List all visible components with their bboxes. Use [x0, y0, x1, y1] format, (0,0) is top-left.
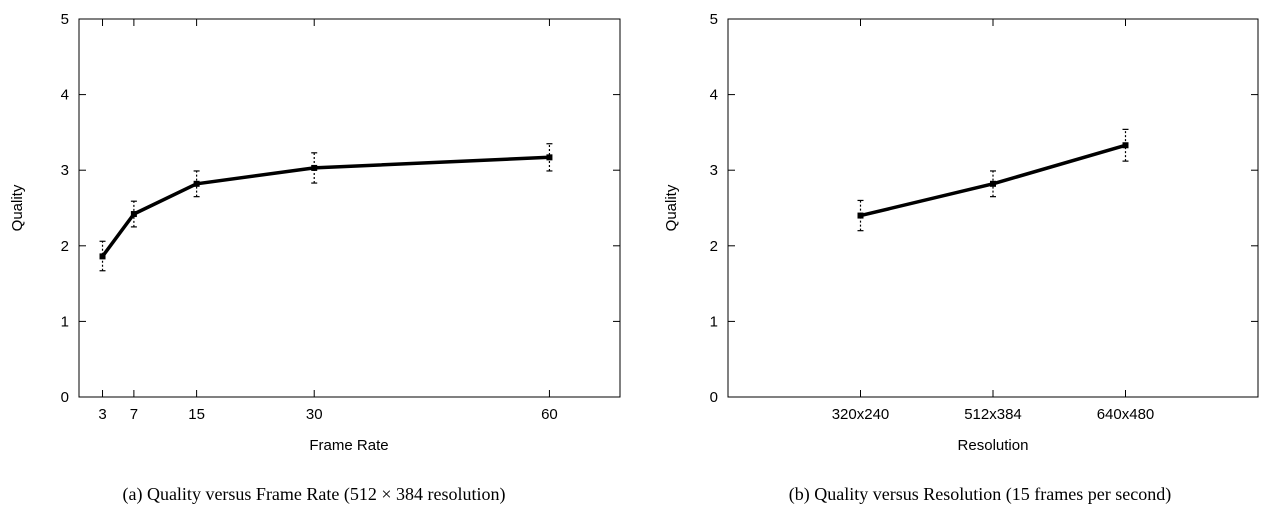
a-data-point	[546, 154, 553, 161]
panel-b-x-axis-label: Resolution	[958, 437, 1029, 454]
panel-a-caption: (a) Quality versus Frame Rate (512 × 384…	[122, 484, 505, 505]
b-y-tick-label: 3	[710, 162, 718, 179]
b-data-point	[990, 180, 996, 187]
b-y-tick-label: 1	[710, 313, 718, 330]
panel-a-plot-frame	[78, 18, 621, 398]
a-x-tick-label: 60	[541, 406, 558, 423]
b-data-point	[857, 212, 864, 219]
panel-a-x-axis-label: Frame Rate	[309, 437, 388, 454]
a-y-tick-label: 5	[61, 11, 69, 28]
a-data-point	[130, 211, 137, 218]
a-y-tick-label: 3	[61, 162, 69, 179]
panel-b-y-axis-label: Quality	[663, 184, 680, 231]
panel-b-caption: (b) Quality versus Resolution (15 frames…	[789, 484, 1171, 505]
a-y-tick-label: 4	[61, 87, 69, 104]
a-x-tick-label: 15	[188, 406, 205, 423]
b-y-tick-label: 0	[710, 389, 718, 406]
b-y-tick-label: 2	[710, 238, 718, 255]
a-data-point	[193, 180, 200, 187]
b-x-tick-label: 320x240	[832, 406, 890, 423]
panel-a-quality-vs-frame-rate: 0 1 2 3 4 5 3 7 15 30 60 Frame Rate Quality (a) Q…	[9, 11, 621, 505]
panel-b-plot-frame	[727, 18, 1259, 398]
b-y-tick-label: 4	[710, 87, 718, 104]
b-data-point	[1122, 142, 1129, 149]
a-y-tick-label: 0	[61, 389, 69, 406]
panel-a-y-axis-label: Quality	[9, 184, 26, 231]
a-y-tick-label: 2	[61, 238, 69, 255]
a-x-tick-label: 3	[98, 406, 106, 423]
panel-a-series-line	[101, 155, 550, 258]
a-x-tick-label: 7	[130, 406, 138, 423]
b-x-tick-label: 512x384	[964, 406, 1022, 423]
b-y-tick-label: 5	[710, 11, 718, 28]
b-x-tick-label: 640x480	[1097, 406, 1155, 423]
a-x-tick-label: 30	[306, 406, 323, 423]
a-data-point	[311, 164, 318, 171]
a-y-tick-label: 1	[61, 313, 69, 330]
a-data-point	[99, 253, 106, 260]
